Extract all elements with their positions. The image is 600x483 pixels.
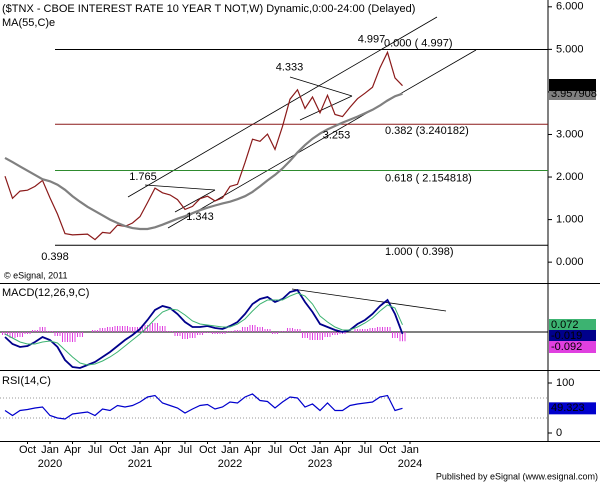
swing-label: 4.997 [358, 33, 386, 45]
year-label: 2024 [398, 458, 422, 470]
macd-line [4, 288, 404, 369]
x-tick-label: Jul [88, 444, 102, 456]
x-tick-label: Jan [131, 444, 149, 456]
fib-label: 0.000 ( 4.997) [384, 37, 453, 49]
macd-trend-line [291, 288, 447, 312]
fib-label: 1.000 ( 0.398) [385, 246, 454, 258]
price-line [4, 50, 403, 241]
panel-title: MACD(12,26,9,C) [2, 287, 89, 299]
x-tick-label: Jan [401, 444, 419, 456]
year-label: 2021 [128, 458, 152, 470]
fib-label: 0.618 ( 2.154818) [385, 172, 472, 184]
fib-label: 0.382 (3.240182) [385, 125, 469, 137]
price-last-value-box [549, 79, 596, 91]
y-tick-label: 1.000 [556, 213, 584, 225]
year-label: 2020 [38, 458, 62, 470]
triangle-line [174, 189, 216, 213]
footer: Published by eSignal (www.esignal.com) [436, 471, 598, 481]
moving-average [4, 92, 403, 231]
price-line [4, 393, 403, 420]
macd-last-value-box [549, 330, 596, 342]
x-tick-label: Jan [221, 444, 239, 456]
y-tick-label: 5.000 [556, 43, 584, 55]
histogram-last-value-box [549, 341, 596, 353]
price-last-value: 4.146 [551, 79, 579, 91]
y-tick-label: 100 [556, 377, 574, 389]
swing-label: 0.398 [41, 251, 69, 263]
x-tick-label: Apr [334, 444, 351, 456]
y-tick-label: 0 [556, 427, 562, 439]
x-tick-label: Oct [379, 444, 396, 456]
swing-label: 3.253 [323, 130, 351, 142]
swing-label: 1.765 [129, 171, 157, 183]
swing-label: 1.343 [186, 211, 214, 223]
channel-lower [167, 49, 477, 229]
signal-last-value-box [549, 319, 596, 331]
year-label: 2023 [308, 458, 332, 470]
swing-label: 4.333 [276, 62, 304, 74]
rsi-last-value: 49.323 [551, 402, 585, 414]
x-tick-label: Jul [178, 444, 192, 456]
y-tick-label: 0.000 [556, 256, 584, 268]
y-tick-label: 6.000 [556, 1, 584, 13]
copyright: © eSignal, 2011 [4, 270, 68, 280]
x-tick-label: Jul [358, 444, 372, 456]
histogram-last-value: -0.092 [551, 341, 582, 353]
signal-last-value: 0.072 [551, 319, 579, 331]
y-tick-label: 2.000 [556, 171, 584, 183]
x-tick-label: Jul [268, 444, 282, 456]
macd-last-value: -0.019 [551, 330, 582, 342]
triangle-line [144, 184, 216, 191]
legend-entry: MA(55,C)e [2, 17, 55, 29]
x-tick-label: Oct [109, 444, 126, 456]
panel-title: RSI(14,C) [2, 375, 51, 387]
triangle-line [289, 76, 353, 97]
rsi-last-value-box [549, 402, 596, 415]
x-tick-label: Oct [19, 444, 36, 456]
trend-lines [127, 16, 477, 312]
x-tick-label: Apr [244, 444, 261, 456]
y-tick-label: 3.000 [556, 128, 584, 140]
year-label: 2022 [218, 458, 242, 470]
chart-title: ($TNX - CBOE INTEREST RATE 10 YEAR T NOT… [2, 3, 415, 15]
x-tick-label: Jan [311, 444, 329, 456]
x-tick-label: Oct [199, 444, 216, 456]
x-tick-label: Apr [64, 444, 81, 456]
x-tick-label: Apr [154, 444, 171, 456]
triangle-line [299, 95, 353, 121]
channel-upper [127, 16, 438, 198]
x-tick-label: Jan [41, 444, 59, 456]
x-tick-label: Oct [289, 444, 306, 456]
frame [0, 0, 600, 442]
signal-line [4, 292, 403, 366]
